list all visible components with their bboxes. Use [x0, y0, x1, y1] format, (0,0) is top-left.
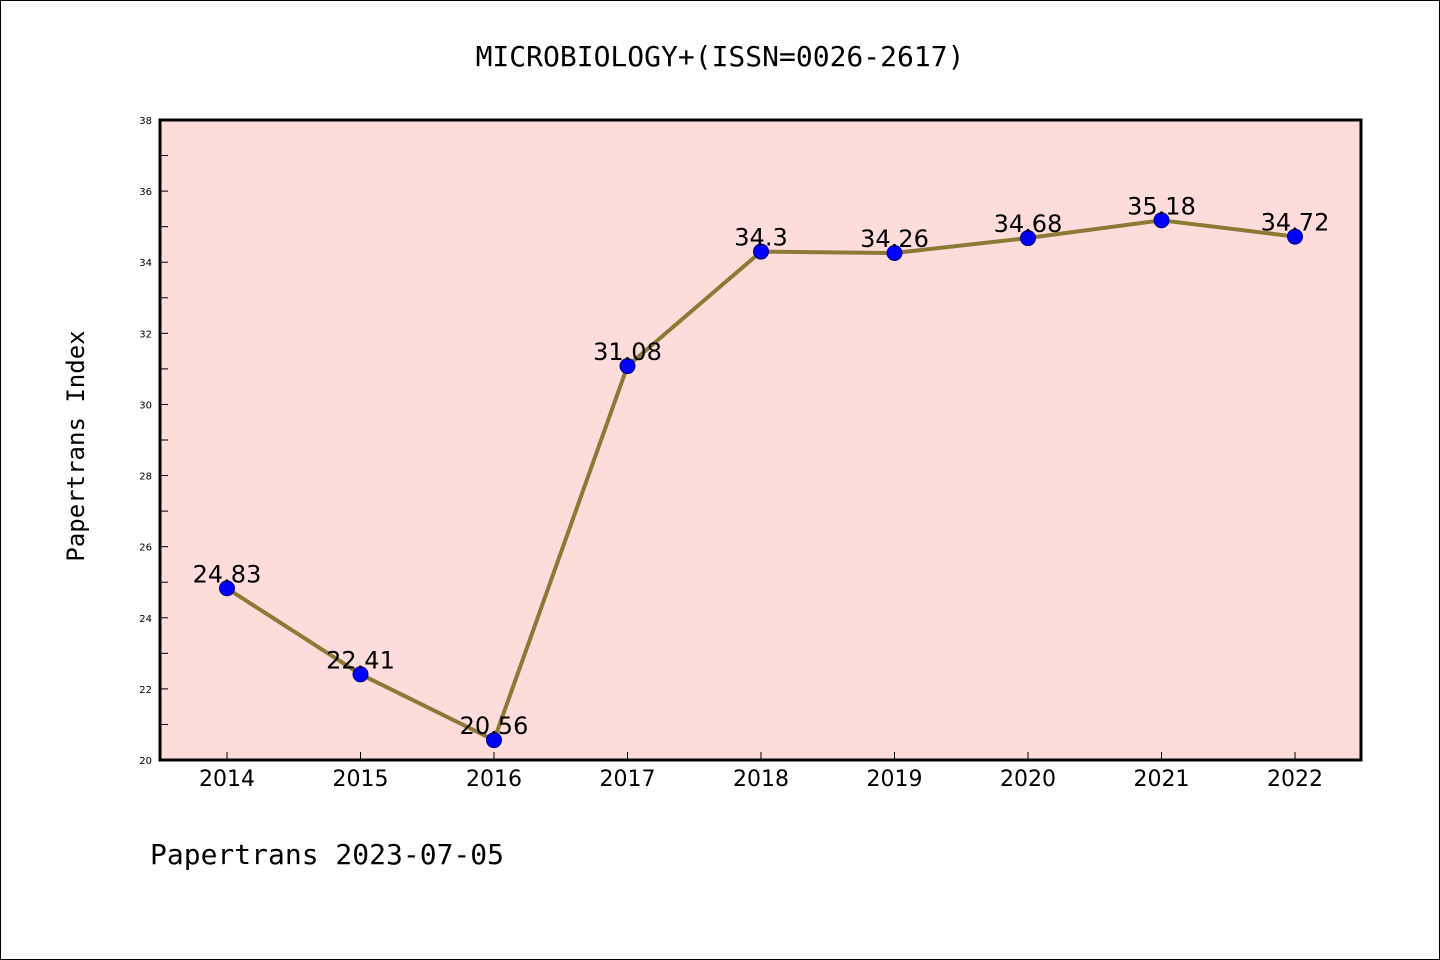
data-point [753, 243, 769, 260]
x-tick-label: 2017 [600, 767, 656, 792]
data-point [1287, 228, 1303, 245]
x-axis-ticks: 2014 2015 2016 2017 2018 2019 2020 2021 2022 [199, 752, 1323, 792]
data-point [886, 244, 903, 261]
y-axis-label: Papertrans Index [62, 330, 90, 561]
data-label: 31.08 [593, 338, 662, 366]
x-tick-label: 2021 [1134, 767, 1190, 792]
x-tick-label: 2015 [333, 767, 389, 792]
data-label: 34.3 [734, 224, 787, 252]
y-tick-label: 22 [139, 685, 152, 696]
plot-border [158, 118, 1363, 762]
x-tick-label: 2016 [466, 767, 522, 792]
y-tick-label: 20 [139, 756, 152, 767]
x-tick-label: 2019 [867, 767, 923, 792]
y-tick-label: 36 [139, 187, 152, 198]
data-label: 34.26 [860, 225, 929, 253]
data-point [352, 666, 369, 683]
y-tick-label: 24 [139, 614, 152, 625]
data-point [1153, 212, 1170, 229]
data-point [219, 580, 235, 597]
x-tick-label: 2020 [1000, 767, 1056, 792]
data-label: 20.56 [460, 712, 529, 740]
x-tick-label: 2022 [1267, 767, 1323, 792]
x-tick-label: 2014 [199, 767, 255, 792]
y-tick-label: 32 [139, 329, 152, 340]
data-label: 35.18 [1127, 192, 1196, 220]
y-tick-label: 34 [139, 258, 152, 269]
y-tick-label: 28 [139, 472, 152, 483]
data-labels: 24.83 22.41 20.56 31.08 34.3 34.26 34.68 35.18 3… [193, 192, 1330, 740]
data-point [486, 732, 502, 749]
footer-text: Papertrans 2023-07-05 [150, 838, 504, 871]
data-label: 34.72 [1261, 209, 1330, 237]
data-label: 24.83 [193, 560, 262, 588]
data-label: 34.68 [994, 210, 1063, 238]
x-tick-label: 2018 [733, 767, 789, 792]
y-tick-label: 26 [139, 543, 152, 554]
data-point [619, 358, 636, 375]
y-tick-label: 30 [139, 400, 152, 411]
data-point [1020, 230, 1036, 247]
data-label: 22.41 [326, 646, 395, 674]
data-markers [219, 212, 1303, 749]
chart-title: MICROBIOLOGY+(ISSN=0026-2617) [476, 40, 965, 73]
y-tick-label: 38 [139, 116, 152, 127]
